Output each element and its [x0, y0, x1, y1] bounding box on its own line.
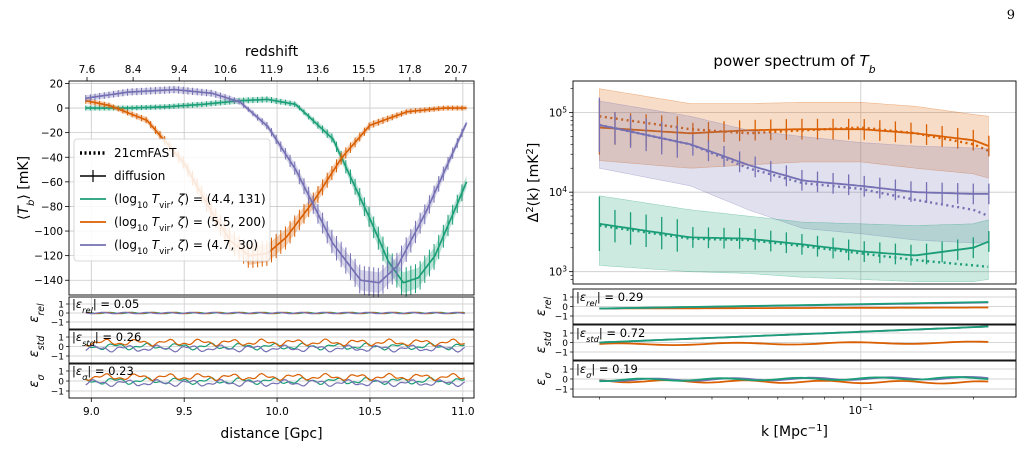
residual-y-tick-label: 0: [58, 343, 64, 353]
top-tick-label: 20.7: [444, 64, 467, 76]
residual-orange-line: [599, 340, 989, 347]
residual-green-line: [599, 301, 989, 310]
series-green-band: [85, 96, 467, 293]
residual-orange-line: [599, 379, 989, 385]
residual-y-tick-label: 0: [562, 303, 568, 313]
top-axis-label: redshift: [245, 44, 299, 60]
top-tick-label: 13.6: [306, 64, 330, 76]
page-number: 9: [1006, 8, 1015, 23]
residual-ylabel: εrel: [534, 296, 554, 316]
y-tick-label: −100: [34, 226, 63, 238]
top-tick-label: 9.4: [171, 64, 188, 76]
plot-frame: [572, 80, 1017, 285]
residual-y-tick-label: 0: [58, 378, 64, 388]
x-tick-label: 9.0: [83, 406, 100, 418]
residual-y-tick-label: 0: [58, 310, 64, 320]
y-tick-label: −80: [41, 201, 63, 213]
legend-label: (log10 Tvir, ζ) = (4.4, 131): [114, 192, 266, 211]
legend-label: (log10 Tvir, ζ) = (4.7, 30): [114, 238, 258, 257]
residual-y-tick-label: −1: [555, 313, 568, 323]
legend-label: diffusion: [114, 169, 165, 183]
y-axis-label: ⟨Tb⟩ [mK]: [16, 156, 37, 220]
residual-ylabel: εrel: [27, 303, 47, 323]
residual-y-tick-label: 1: [562, 330, 568, 340]
residual-annotation: |εσ| = 0.23: [72, 364, 134, 382]
residual-ylabel: εσ: [27, 373, 47, 387]
residual-annotation: |εstd| = 0.26: [72, 330, 141, 348]
top-tick-label: 7.6: [79, 64, 96, 76]
caption-residue: [0, 452, 1027, 466]
residual-green-line: [599, 376, 989, 383]
series-green-21cmfast: [599, 224, 989, 268]
series-orange-line: [599, 126, 989, 147]
y-tick-label: −40: [41, 152, 63, 164]
x-axis-label: distance [Gpc]: [220, 426, 322, 442]
top-tick-label: 8.4: [125, 64, 142, 76]
residual-purple-line: [85, 311, 465, 315]
x-tick-label: 10.0: [265, 406, 288, 418]
series-orange-band: [599, 88, 989, 179]
residual-y-tick-label: −1: [555, 349, 568, 359]
residual-y-tick-label: −1: [51, 353, 64, 363]
residual-ylabel: εstd: [534, 332, 554, 354]
power-spectrum-panel: power spectrum of Tb 103 104 105 Δ2(k) [mK2]…: [525, 52, 1017, 440]
residual-y-tick-label: 1: [562, 366, 568, 376]
x-tick-label: 9.5: [176, 406, 193, 418]
y-tick-label: 103: [549, 264, 567, 279]
legend-label: (log10 Tvir, ζ) = (5.5, 200): [114, 215, 266, 234]
x-tick-label: 10.5: [358, 406, 381, 418]
series-green-band: [599, 195, 989, 282]
residual-ylabel: εstd: [27, 336, 47, 358]
residual-y-tick-label: −1: [51, 388, 64, 398]
top-tick-label: 11.9: [260, 64, 283, 76]
chart-title: power spectrum of Tb: [713, 52, 875, 76]
residual-y-tick-label: 0: [562, 339, 568, 349]
y-tick-label: −60: [41, 177, 63, 189]
residual-annotation: |εrel| = 0.29: [576, 290, 643, 308]
residual-orange-line: [85, 338, 465, 347]
top-tick-label: 17.8: [398, 64, 421, 76]
residual-y-tick-label: −1: [51, 319, 64, 329]
residual-orange-line: [85, 372, 465, 382]
legend-box: [73, 138, 271, 262]
x-tick-label: 10−1: [849, 403, 874, 418]
residual-annotation: |εrel| = 0.05: [72, 297, 139, 315]
series-green-line: [599, 222, 989, 257]
residual-green-line: [599, 325, 989, 344]
top-tick-label: 15.5: [352, 64, 375, 76]
top-tick-label: 10.6: [214, 64, 238, 76]
residual-purple-line: [85, 344, 466, 353]
x-axis-label: k [Mpc−1]: [761, 423, 828, 441]
residual-y-tick-label: 0: [562, 376, 568, 386]
series-purple-line: [599, 124, 989, 195]
y-tick-label: 20: [50, 78, 63, 90]
y-tick-label: −20: [41, 128, 63, 140]
residual-purple-line: [85, 378, 466, 388]
residual-annotation: |εstd| = 0.72: [576, 326, 645, 344]
y-tick-label: −140: [34, 275, 63, 287]
residual-ylabel: εσ: [534, 371, 554, 385]
residual-y-tick-label: 1: [58, 301, 64, 311]
residual-y-tick-label: 1: [58, 368, 64, 378]
y-tick-label: 104: [549, 185, 567, 200]
y-tick-label: −120: [34, 251, 63, 263]
y-tick-label: 0: [56, 103, 63, 115]
y-axis-label: Δ2(k) [mK2]: [525, 143, 543, 223]
legend-label: 21cmFAST: [114, 146, 177, 160]
residual-annotation: |εσ| = 0.19: [576, 362, 638, 380]
residual-y-tick-label: 1: [58, 334, 64, 344]
x-tick-label: 11.0: [451, 406, 474, 418]
y-tick-label: 105: [549, 105, 567, 120]
residual-y-tick-label: −1: [555, 386, 568, 396]
residual-y-tick-label: 1: [562, 294, 568, 304]
